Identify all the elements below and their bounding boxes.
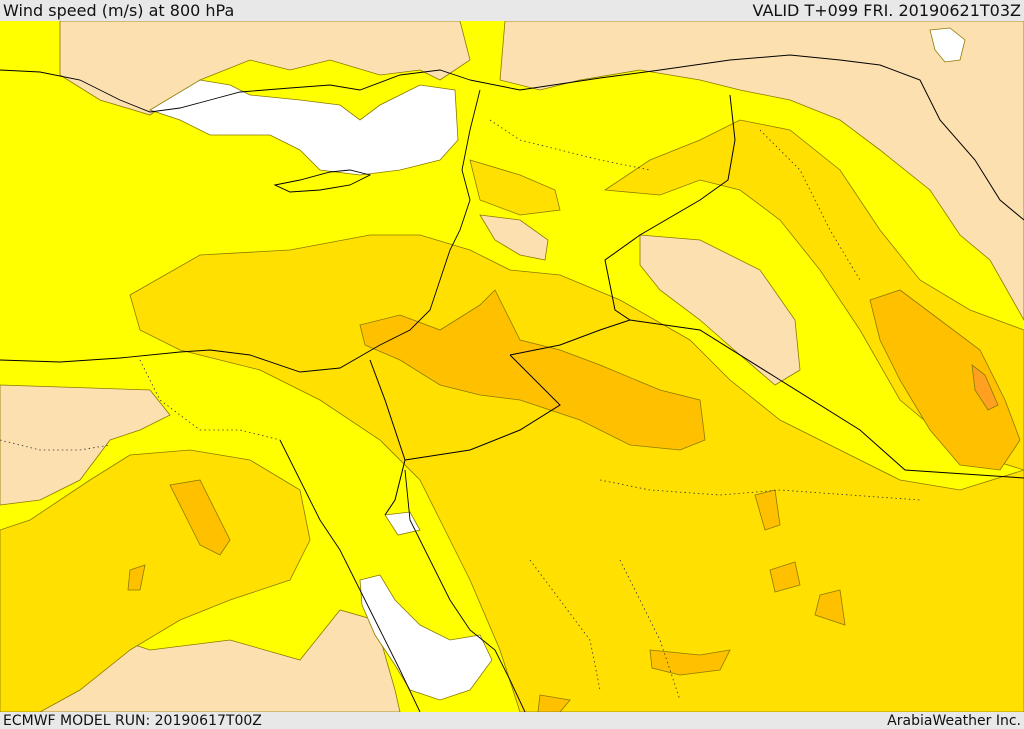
strong-wind-area-saudi-2: [769, 561, 801, 593]
fresh-wind-area-north-syria: [469, 159, 561, 216]
low-wind-area-syria: [479, 214, 549, 261]
border-syria-iraq: [469, 54, 881, 91]
strong-wind-area-saudi-5: [537, 694, 571, 712]
coast-red-sea-west: [279, 439, 421, 712]
strong-wind-area-saudi-1: [754, 489, 781, 531]
strong-wind-area-saudi-4: [649, 649, 731, 676]
strong-wind-area-africa: [169, 479, 231, 556]
low-wind-area-northeast: [499, 21, 1024, 321]
coast-turkey-south: [0, 69, 471, 113]
wind-speed-map: [0, 21, 1024, 712]
coast-red-sea-east: [404, 469, 526, 712]
valid-time: VALID T+099 FRI. 20190621T03Z: [752, 1, 1021, 20]
fresh-wind-area-sahara: [0, 449, 311, 712]
province-boundary-7: [759, 129, 861, 281]
map-title: Wind speed (m/s) at 800 hPa: [3, 1, 235, 20]
very-strong-wind-area-iran: [971, 364, 999, 411]
country-borders: [369, 54, 1024, 516]
calm-area-gulf-of-suez: [384, 511, 421, 536]
fresh-wind-area-levant: [129, 234, 1024, 712]
border-iran-east: [879, 64, 1024, 221]
province-boundary-2: [139, 359, 281, 441]
calm-area-caspian: [929, 27, 966, 63]
border-egypt-israel: [369, 359, 406, 516]
map-header: Wind speed (m/s) at 800 hPa VALID T+099 …: [0, 0, 1024, 21]
strong-wind-area-jordan: [359, 289, 706, 451]
wind-speed-fields: [0, 21, 1024, 712]
border-iraq-iran: [604, 94, 1024, 479]
strong-wind-area-iran: [869, 289, 1021, 471]
strong-wind-area-saudi-3: [814, 589, 846, 626]
low-wind-area-egypt-west: [0, 384, 171, 506]
low-wind-area-turkey: [59, 21, 471, 116]
province-boundary-1: [489, 119, 651, 171]
coast-cyprus: [273, 169, 372, 193]
credit: ArabiaWeather Inc.: [887, 712, 1021, 729]
calm-area-red-sea: [359, 574, 493, 701]
map-footer: ECMWF MODEL RUN: 20190617T00Z ArabiaWeat…: [0, 712, 1024, 729]
calm-area-eastern-mediterranean: [149, 79, 459, 176]
low-wind-area-iraq-desert: [639, 234, 801, 386]
border-jordan-saudi-south: [404, 354, 561, 461]
coastlines: [0, 69, 526, 712]
strong-wind-area-africa-2: [127, 564, 146, 591]
coast-mediterranean-south: [0, 89, 481, 373]
model-run: ECMWF MODEL RUN: 20190617T00Z: [3, 712, 262, 729]
low-wind-area-sudan: [39, 609, 401, 712]
province-boundaries: [0, 119, 921, 701]
border-jordan-saudi: [509, 319, 631, 356]
